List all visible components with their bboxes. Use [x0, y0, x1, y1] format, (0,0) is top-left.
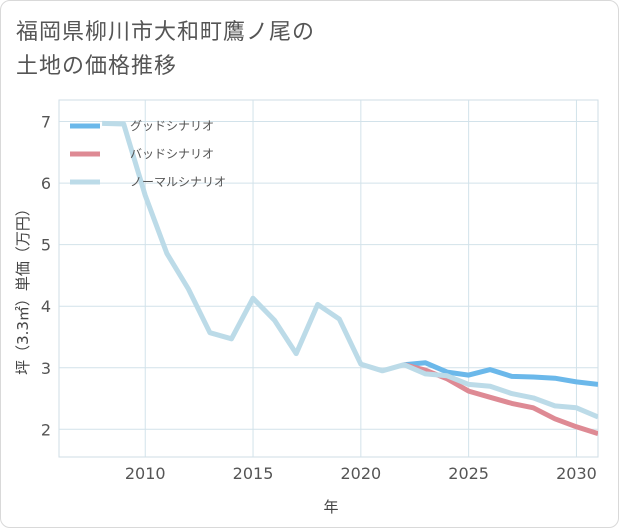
- plot-area: [58, 99, 599, 458]
- x-tick-label: 2015: [233, 464, 274, 483]
- x-axis-title: 年: [323, 498, 338, 516]
- y-axis-title: 坪（3.3㎡）単価（万円）: [14, 201, 32, 375]
- x-tick-label: 2025: [448, 464, 489, 483]
- y-tick-label: 6: [41, 174, 51, 193]
- series-line-normal: [102, 120, 598, 420]
- y-tick-label: 3: [41, 359, 51, 378]
- x-tick-label: 2020: [340, 464, 381, 483]
- y-tick-label: 4: [41, 297, 51, 316]
- series-line-good: [403, 360, 598, 387]
- chart-title-line-1: 福岡県柳川市大和町鷹ノ尾の: [16, 20, 316, 45]
- x-tick-label: 2030: [556, 464, 597, 483]
- chart-title-line-2: 土地の価格推移: [16, 54, 178, 79]
- y-tick-label: 7: [41, 113, 51, 132]
- legend-label-normal: ノーマルシナリオ: [130, 175, 226, 189]
- y-tick-label: 2: [41, 420, 51, 439]
- legend-label-bad: バッドシナリオ: [130, 147, 214, 161]
- legend-label-good: グッドシナリオ: [130, 119, 214, 133]
- y-tick-label: 5: [41, 236, 51, 255]
- x-tick-label: 2010: [125, 464, 166, 483]
- chart-title: 福岡県柳川市大和町鷹ノ尾の 土地の価格推移: [16, 16, 315, 84]
